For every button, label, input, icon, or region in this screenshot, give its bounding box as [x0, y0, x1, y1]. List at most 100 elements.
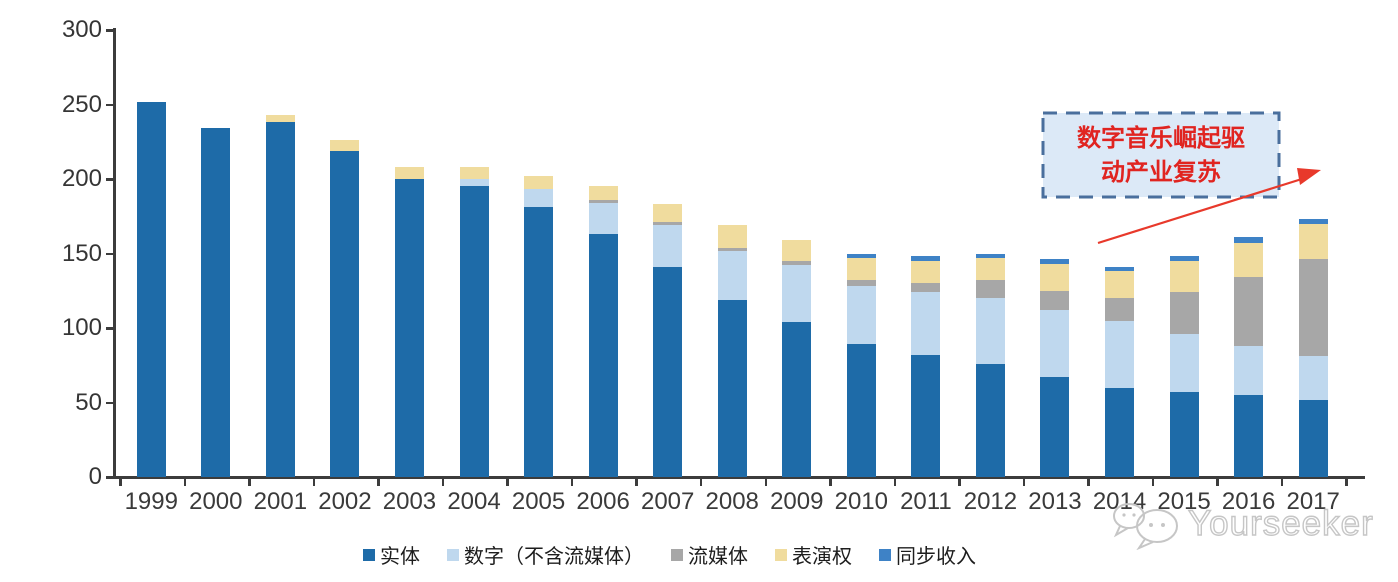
y-axis-tick: [106, 327, 115, 330]
bar-segment-流媒体: [717, 247, 747, 251]
bar-segment-数字（不含流媒体）: [1040, 310, 1070, 378]
bar-segment-实体: [1234, 395, 1264, 477]
bar-segment-表演权: [1298, 223, 1328, 260]
bar-segment-数字（不含流媒体）: [1234, 345, 1264, 396]
x-axis-tick-label: 2008: [705, 488, 759, 515]
bar-segment-实体: [588, 234, 618, 477]
bar-segment-数字（不含流媒体）: [588, 202, 618, 235]
x-axis-tick: [441, 477, 445, 486]
x-axis-tick: [1022, 477, 1026, 486]
bar-segment-数字（不含流媒体）: [717, 250, 747, 300]
y-axis-tick-label: 100: [61, 314, 102, 341]
y-axis-tick-label: 0: [88, 463, 102, 490]
x-axis-tick: [570, 477, 574, 486]
bar-segment-数字（不含流媒体）: [653, 225, 683, 267]
x-axis-tick: [377, 477, 380, 486]
bar-segment-同步收入: [846, 253, 876, 258]
x-axis-tick-label: 2010: [834, 488, 888, 515]
bar-segment-表演权: [459, 167, 489, 179]
bar-segment-实体: [394, 179, 424, 477]
x-axis-tick: [764, 477, 767, 486]
bar-segment-实体: [330, 150, 360, 477]
legend-label: 表演权: [792, 544, 852, 568]
bar-segment-数字（不含流媒体）: [1169, 333, 1199, 393]
bar-segment-表演权: [265, 114, 295, 123]
bar-segment-实体: [136, 101, 166, 477]
bar-segment-表演权: [1234, 243, 1264, 278]
annotation-line-1: 数字音乐崛起驱: [1077, 123, 1245, 152]
x-axis-tick: [1216, 477, 1219, 486]
x-axis-tick: [312, 477, 316, 486]
bar-segment-实体: [717, 299, 747, 477]
bar-segment-实体: [201, 128, 231, 477]
bar-segment-数字（不含流媒体）: [911, 292, 941, 355]
x-axis-tick: [119, 477, 122, 486]
bar-segment-数字（不含流媒体）: [524, 189, 554, 208]
bar-segment-表演权: [653, 204, 683, 223]
bar-segment-同步收入: [1298, 219, 1328, 224]
bar-segment-实体: [1105, 387, 1135, 477]
legend-label: 数字（不含流媒体）: [464, 544, 644, 568]
bar-segment-表演权: [588, 186, 618, 200]
bar-segment-数字（不含流媒体）: [1105, 320, 1135, 388]
legend-label: 实体: [380, 544, 420, 568]
bar-segment-流媒体: [1234, 277, 1264, 346]
bar-segment-同步收入: [975, 253, 1005, 258]
x-axis-tick-label: 2003: [382, 488, 437, 515]
bar-segment-流媒体: [846, 280, 876, 287]
bar-segment-表演权: [330, 140, 360, 151]
bar-segment-表演权: [524, 176, 554, 190]
legend-item: 实体: [363, 540, 420, 569]
x-axis-tick-label: 2000: [189, 488, 243, 515]
bar-segment-实体: [1040, 377, 1070, 477]
bar-segment-同步收入: [1040, 259, 1070, 264]
x-axis-tick: [1345, 477, 1348, 486]
bar-segment-流媒体: [1040, 290, 1070, 311]
legend-swatch: [363, 548, 375, 561]
chat-bubbles-icon: [1113, 503, 1178, 550]
bar-segment-表演权: [717, 225, 747, 248]
x-axis-tick: [635, 477, 638, 486]
x-axis-tick-label: 2002: [318, 488, 372, 515]
legend-swatch: [447, 548, 459, 561]
bar-segment-流媒体: [1169, 292, 1199, 334]
annotation-arrowhead: [1297, 168, 1321, 185]
y-axis-tick: [106, 401, 115, 404]
annotation-callout: 数字音乐崛起驱 动产业复苏: [1043, 121, 1279, 189]
bar-segment-数字（不含流媒体）: [782, 265, 812, 323]
y-axis-tick-label: 200: [61, 165, 102, 192]
bar-segment-表演权: [1169, 260, 1199, 293]
x-axis-tick-label: 2011: [900, 488, 952, 515]
bar-segment-表演权: [911, 260, 941, 284]
x-axis-line: [113, 476, 1365, 479]
x-axis-tick-label: 2016: [1221, 488, 1276, 515]
x-axis-tick: [1151, 477, 1155, 486]
legend-item: 表演权: [775, 540, 852, 569]
x-axis-tick-label: 2005: [511, 488, 566, 515]
bar-segment-实体: [1298, 399, 1328, 477]
bar-segment-流媒体: [1105, 298, 1135, 321]
x-axis-tick-label: 2012: [963, 488, 1018, 515]
y-axis-tick-label: 150: [61, 239, 102, 267]
bar-segment-同步收入: [1169, 256, 1199, 261]
bar-segment-表演权: [394, 167, 424, 179]
legend: 实体 数字（不含流媒体） 流媒体 表演权 同步收入: [363, 540, 976, 569]
x-axis-tick-label: 2009: [770, 488, 824, 515]
bar-segment-表演权: [1105, 271, 1135, 299]
bar-segment-表演权: [1040, 263, 1070, 291]
bar-segment-表演权: [975, 257, 1005, 281]
y-axis-tick: [106, 252, 115, 255]
bar-segment-数字（不含流媒体）: [1298, 356, 1328, 400]
bar-segment-同步收入: [1105, 266, 1135, 272]
bar-segment-流媒体: [975, 280, 1005, 299]
y-axis-tick-label: 50: [75, 388, 102, 416]
x-axis-tick-label: 2013: [1028, 488, 1082, 515]
y-axis-tick: [106, 29, 115, 32]
bar-segment-流媒体: [653, 222, 683, 226]
bar-segment-实体: [782, 322, 812, 477]
y-axis-tick-label: 250: [61, 90, 102, 118]
bar-segment-数字（不含流媒体）: [846, 286, 876, 345]
x-axis-tick: [183, 477, 187, 486]
x-axis-tick-label: 2015: [1157, 488, 1211, 515]
x-axis-tick-label: 2006: [576, 488, 630, 515]
